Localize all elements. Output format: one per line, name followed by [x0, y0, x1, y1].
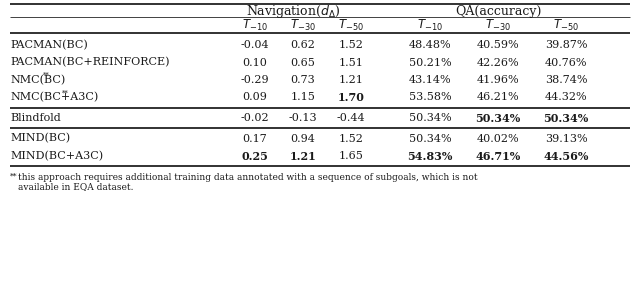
Text: PACMAN(BC): PACMAN(BC)	[10, 40, 88, 50]
Text: 0.73: 0.73	[291, 75, 316, 85]
Text: 42.26%: 42.26%	[477, 58, 519, 67]
Text: 54.83%: 54.83%	[407, 151, 452, 162]
Text: -0.04: -0.04	[241, 40, 269, 50]
Text: 44.32%: 44.32%	[545, 92, 588, 103]
Text: 38.74%: 38.74%	[545, 75, 588, 85]
Text: 1.52: 1.52	[339, 134, 364, 143]
Text: 1.21: 1.21	[290, 151, 316, 162]
Text: NMC(BC): NMC(BC)	[10, 75, 65, 85]
Text: 0.09: 0.09	[243, 92, 268, 103]
Text: $T_{-30}$: $T_{-30}$	[485, 18, 511, 33]
Text: 50.34%: 50.34%	[409, 113, 451, 123]
Text: 50.34%: 50.34%	[476, 113, 520, 124]
Text: $T_{-10}$: $T_{-10}$	[417, 18, 443, 33]
Text: Navigation($d_\Delta$): Navigation($d_\Delta$)	[246, 3, 340, 20]
Text: 41.96%: 41.96%	[477, 75, 519, 85]
Text: QA(accuracy): QA(accuracy)	[455, 5, 541, 18]
Text: 1.70: 1.70	[337, 92, 364, 103]
Text: 1.65: 1.65	[339, 151, 364, 161]
Text: this approach requires additional training data annotated with a sequence of sub: this approach requires additional traini…	[18, 173, 477, 182]
Text: 46.71%: 46.71%	[476, 151, 520, 162]
Text: PACMAN(BC+REINFORCE): PACMAN(BC+REINFORCE)	[10, 57, 170, 68]
Text: 40.59%: 40.59%	[477, 40, 519, 50]
Text: $T_{-10}$: $T_{-10}$	[242, 18, 268, 33]
Text: 39.13%: 39.13%	[545, 134, 588, 143]
Text: 1.15: 1.15	[291, 92, 316, 103]
Text: -0.44: -0.44	[337, 113, 365, 123]
Text: 53.58%: 53.58%	[409, 92, 451, 103]
Text: 1.21: 1.21	[339, 75, 364, 85]
Text: NMC(BC+A3C): NMC(BC+A3C)	[10, 92, 99, 103]
Text: 43.14%: 43.14%	[409, 75, 451, 85]
Text: 0.10: 0.10	[243, 58, 268, 67]
Text: MIND(BC): MIND(BC)	[10, 133, 70, 144]
Text: 50.34%: 50.34%	[409, 134, 451, 143]
Text: 1.51: 1.51	[339, 58, 364, 67]
Text: 48.48%: 48.48%	[409, 40, 451, 50]
Text: $T_{-30}$: $T_{-30}$	[290, 18, 316, 33]
Text: **: **	[61, 90, 68, 98]
Text: 0.62: 0.62	[291, 40, 316, 50]
Text: 40.76%: 40.76%	[545, 58, 588, 67]
Text: -0.02: -0.02	[241, 113, 269, 123]
Text: 0.94: 0.94	[291, 134, 316, 143]
Text: 40.02%: 40.02%	[477, 134, 519, 143]
Text: available in EQA dataset.: available in EQA dataset.	[18, 182, 134, 191]
Text: 50.34%: 50.34%	[543, 113, 589, 124]
Text: $T_{-50}$: $T_{-50}$	[338, 18, 364, 33]
Text: 44.56%: 44.56%	[543, 151, 589, 162]
Text: 46.21%: 46.21%	[477, 92, 519, 103]
Text: 0.17: 0.17	[243, 134, 268, 143]
Text: $T_{-50}$: $T_{-50}$	[553, 18, 579, 33]
Text: **: **	[10, 173, 17, 181]
Text: 50.21%: 50.21%	[409, 58, 451, 67]
Text: 39.87%: 39.87%	[545, 40, 588, 50]
Text: 0.25: 0.25	[241, 151, 268, 162]
Text: MIND(BC+A3C): MIND(BC+A3C)	[10, 151, 103, 161]
Text: Blindfold: Blindfold	[10, 113, 61, 123]
Text: -0.29: -0.29	[241, 75, 269, 85]
Text: -0.13: -0.13	[289, 113, 317, 123]
Text: 0.65: 0.65	[291, 58, 316, 67]
Text: **: **	[43, 72, 50, 80]
Text: 1.52: 1.52	[339, 40, 364, 50]
